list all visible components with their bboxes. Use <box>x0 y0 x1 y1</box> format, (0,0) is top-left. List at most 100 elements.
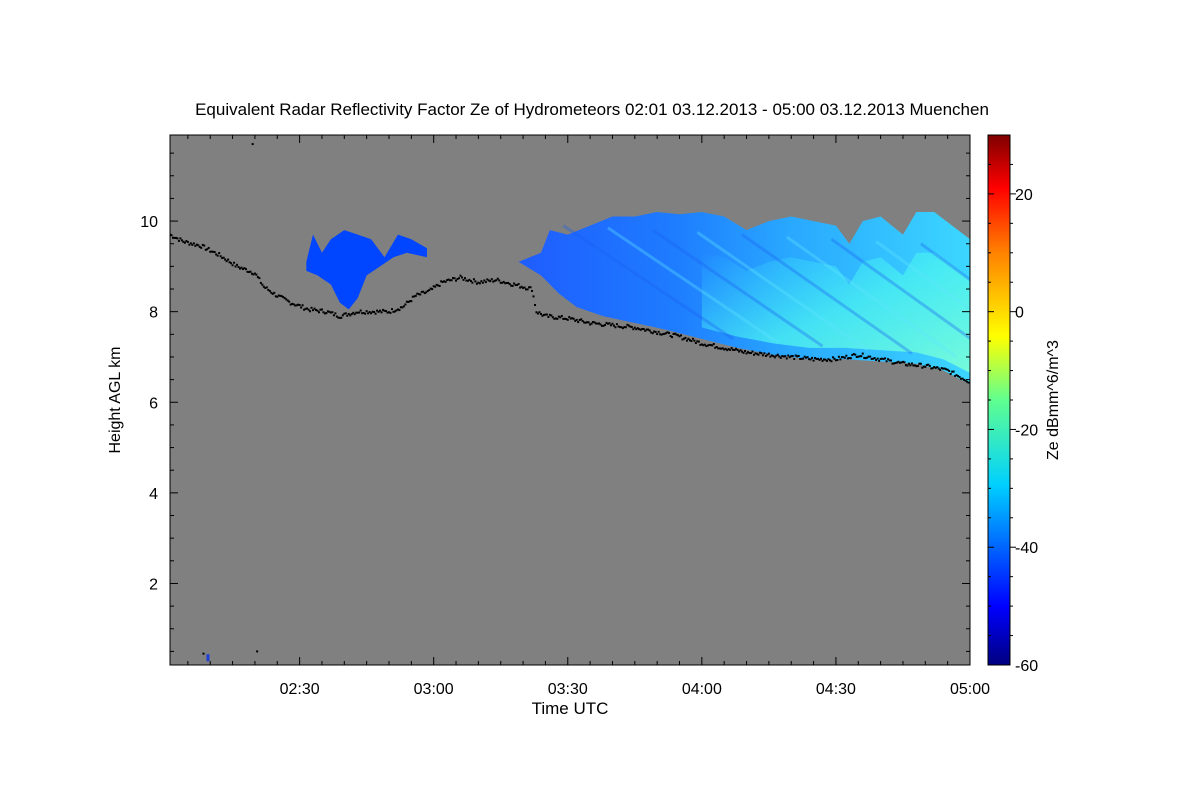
isolated-detection <box>251 143 254 146</box>
detection-point <box>919 362 922 365</box>
detection-point <box>253 272 256 275</box>
detection-point <box>909 364 912 367</box>
detection-point <box>364 312 367 315</box>
detection-point <box>358 311 361 314</box>
detection-point <box>389 311 392 314</box>
detection-point <box>320 308 323 311</box>
detection-point <box>277 294 280 297</box>
detection-point <box>831 356 834 359</box>
detection-point <box>295 304 298 307</box>
detection-point <box>803 355 806 358</box>
detection-point <box>246 270 249 273</box>
detection-point <box>574 319 577 322</box>
detection-point <box>419 293 422 296</box>
detection-point <box>279 294 282 297</box>
detection-point <box>884 357 887 360</box>
detection-point <box>252 273 255 276</box>
detection-point <box>751 350 754 353</box>
detection-point <box>739 349 742 352</box>
detection-point <box>274 295 277 298</box>
detection-point <box>556 317 559 320</box>
detection-point <box>435 283 438 286</box>
detection-point <box>931 367 934 370</box>
detection-point <box>376 309 379 312</box>
detection-point <box>811 356 814 359</box>
detection-point <box>370 312 373 315</box>
detection-point <box>399 306 402 309</box>
detection-point <box>827 358 830 361</box>
detection-point <box>532 295 535 298</box>
detection-point <box>241 268 244 271</box>
detection-point <box>525 288 528 291</box>
detection-point <box>684 336 687 339</box>
detection-point <box>809 358 812 361</box>
detection-point <box>839 358 842 361</box>
detection-point <box>322 311 325 314</box>
x-tick-label: 04:30 <box>816 681 856 698</box>
x-tick-label: 04:00 <box>682 681 722 698</box>
detection-point <box>337 316 340 319</box>
detection-point <box>715 345 718 348</box>
detection-point <box>185 240 188 243</box>
detection-point <box>499 281 502 284</box>
detection-point <box>720 347 723 350</box>
fall-streak <box>607 226 779 344</box>
detection-point <box>297 303 300 306</box>
detection-point <box>666 331 669 334</box>
cloud-top-detections <box>170 143 970 662</box>
detection-point <box>697 340 700 343</box>
detection-point <box>513 282 516 285</box>
detection-point <box>958 376 961 379</box>
detection-point <box>490 278 493 281</box>
y-tick-label: 4 <box>149 486 158 503</box>
detection-point <box>659 333 662 336</box>
detection-point <box>177 239 180 242</box>
detection-point <box>536 312 539 315</box>
colorbar-tick-label: -60 <box>1015 658 1038 675</box>
detection-point <box>349 314 352 317</box>
detection-point <box>239 267 242 270</box>
detection-point <box>872 357 875 360</box>
detection-point <box>618 326 621 329</box>
detection-point <box>595 322 598 325</box>
detection-point <box>805 356 808 359</box>
detection-point <box>957 375 960 378</box>
detection-point <box>735 347 738 350</box>
detection-point <box>379 309 382 312</box>
detection-point <box>228 261 231 264</box>
detection-point <box>627 324 630 327</box>
detection-point <box>328 310 331 313</box>
detection-point <box>255 273 258 276</box>
detection-point <box>623 326 626 329</box>
detection-point <box>945 368 948 371</box>
detection-point <box>309 310 312 313</box>
detection-point <box>216 254 219 257</box>
detection-point <box>854 353 857 356</box>
fall-streak <box>830 237 970 341</box>
detection-point <box>729 348 732 351</box>
detection-point <box>300 306 303 309</box>
detection-point <box>787 354 790 357</box>
detection-point <box>863 356 866 359</box>
detection-point <box>879 357 882 360</box>
detection-point <box>773 356 776 359</box>
cloud-layer <box>306 212 970 385</box>
detection-point <box>179 237 182 240</box>
detection-point <box>890 359 893 362</box>
detection-point <box>797 354 800 357</box>
detection-point <box>539 312 542 315</box>
detection-point <box>307 308 310 311</box>
detection-point <box>887 358 890 361</box>
detection-point <box>504 282 507 285</box>
detection-point <box>313 307 316 310</box>
detection-point <box>750 352 753 355</box>
detection-point <box>818 358 821 361</box>
detection-point <box>954 374 957 377</box>
detection-point <box>520 285 523 288</box>
detection-point <box>271 292 274 295</box>
detection-point <box>708 343 711 346</box>
detection-point <box>893 362 896 365</box>
detection-point <box>679 334 682 337</box>
detection-point <box>192 242 195 245</box>
